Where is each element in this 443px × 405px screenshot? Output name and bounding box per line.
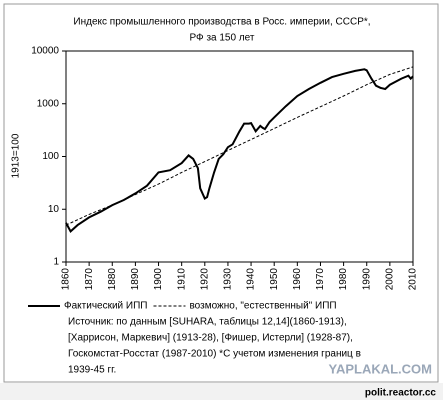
x-tick-label: 1870 [84,268,95,291]
x-tick-label: 1970 [315,268,326,291]
x-tick-label: 1960 [292,268,303,291]
x-tick-label: 1900 [153,268,164,291]
watermark: YAPLAKAL.COM [328,361,432,376]
x-tick-label: 1940 [246,268,257,291]
x-tick-label: 1990 [361,268,372,291]
y-axis-label: 1913=100 [11,133,22,178]
legend-label: Фактический ИПП [64,301,147,312]
x-tick-label: 1930 [223,268,234,291]
x-tick-label: 1880 [107,268,118,291]
frame [3,3,439,383]
site-label: polit.reactor.cc [365,388,437,399]
source: 1939-45 гг. [68,365,116,376]
y-tick-label: 1 [53,257,59,268]
source: [Харрисон, Маркевич] (1913-28), [Фишер, … [68,333,353,344]
y-tick-label: 100 [42,151,59,162]
chart-title: Индекс промышленного производства в Росс… [73,17,370,28]
x-tick-label: 1980 [338,268,349,291]
x-tick-label: 1910 [176,268,187,291]
source: Госкомстат-Росстат (1987-2010) *С учетом… [68,349,361,360]
series-line [65,68,414,233]
legend-label: возможно, "естественный" ИПП [189,301,336,312]
y-tick-label: 10 [48,204,60,215]
y-tick-label: 10000 [31,46,59,57]
chart-title: РФ за 150 лет [190,33,255,44]
x-tick-label: 1860 [61,268,72,291]
series-line [65,66,414,226]
y-tick-label: 1000 [37,98,60,109]
x-tick-label: 1920 [199,268,210,291]
x-tick-label: 2000 [385,268,396,291]
source: Источник: по данным [SUHARA, таблицы 12,… [68,316,347,328]
x-tick-label: 1950 [269,268,280,291]
x-tick-label: 1890 [130,268,141,291]
footer-bar [0,383,443,400]
x-tick-label: 2010 [408,268,419,291]
